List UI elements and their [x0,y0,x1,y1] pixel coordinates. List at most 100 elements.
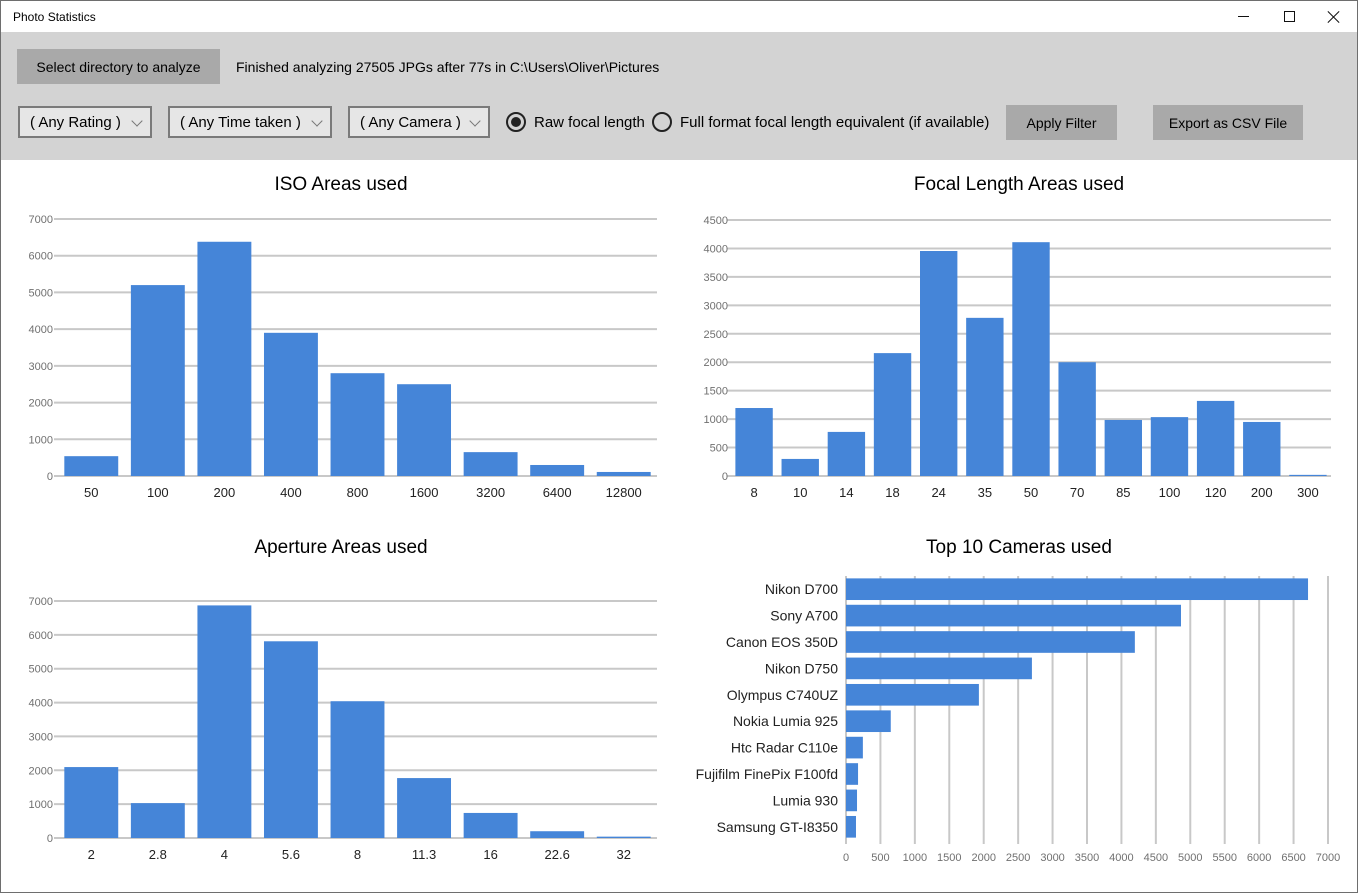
bar [920,251,958,476]
x-tick-label: 120 [1205,485,1227,500]
x-tick-label: 3000 [1040,852,1064,864]
y-tick-label: 3000 [29,731,53,743]
x-tick-label: 5000 [1178,852,1202,864]
y-tick-label: 6000 [29,251,53,263]
minimize-button[interactable] [1220,1,1266,32]
camera-filter-dropdown[interactable]: ( Any Camera ) [348,106,490,138]
x-tick-label: 24 [931,485,945,500]
maximize-button[interactable] [1266,1,1312,32]
y-category-label: Nokia Lumia 925 [733,713,838,729]
y-tick-label: 1500 [704,386,728,398]
bar [846,815,856,838]
cameras-chart-panel: Top 10 Cameras used 0 500 1000 1500 2000 2500… [681,521,1357,892]
x-tick-label: 50 [1024,485,1038,500]
bar [130,285,185,476]
y-tick-label: 2000 [704,357,728,369]
x-tick-label: 6000 [1247,852,1271,864]
y-category-label: Nikon D700 [765,581,838,597]
toolbar: Select directory to analyze Finished ana… [1,32,1357,160]
rating-filter-value: ( Any Rating ) [30,113,121,131]
y-tick-label: 500 [710,443,728,455]
radio-raw-focal-length[interactable]: Raw focal length [506,111,645,133]
bar [846,657,1032,680]
bar [130,803,185,838]
x-tick-label: 100 [147,485,169,500]
x-tick-label: 2000 [971,852,995,864]
radio-full-label: Full format focal length equivalent (if … [680,113,990,131]
x-tick-label: 85 [1116,485,1130,500]
y-tick-label: 4500 [704,215,728,227]
x-tick-label: 300 [1297,485,1319,500]
y-tick-label: 2000 [29,765,53,777]
select-directory-button[interactable]: Select directory to analyze [17,49,220,84]
x-tick-label: 32 [616,847,630,862]
radio-unchecked-icon [652,112,672,132]
x-tick-label: 35 [978,485,992,500]
export-csv-button[interactable]: Export as CSV File [1153,105,1303,140]
bar [197,241,252,476]
close-button[interactable] [1311,1,1357,32]
x-tick-label: 6400 [543,485,572,500]
x-tick-label: 2500 [1006,852,1030,864]
bar [827,431,866,476]
bar [596,836,651,838]
chevron-down-icon [469,115,481,127]
aperture-chart: 0 1000 2000 3000 4000 5000 6000 7000 2 2.8 4 5.6 8 11… [29,596,657,862]
bar [846,710,891,733]
y-category-label: Canon EOS 350D [726,634,838,650]
x-tick-label: 3200 [476,485,505,500]
y-tick-label: 4000 [29,698,53,710]
focal-chart-panel: Focal Length Areas used 0 500 1000 1500 2000… [681,161,1357,521]
y-tick-label: 3000 [29,361,53,373]
close-icon [1328,11,1340,23]
rating-filter-dropdown[interactable]: ( Any Rating ) [18,106,152,138]
window-title: Photo Statistics [13,10,96,24]
bar [1243,421,1281,476]
bar [846,631,1135,653]
minimize-icon [1237,16,1249,17]
y-category-label: Lumia 930 [773,792,839,808]
aperture-chart-panel: Aperture Areas used 0 1000 2000 3000 4000 500… [1,521,681,892]
bar [330,373,385,476]
x-tick-label: 1600 [410,485,439,500]
y-category-label: Fujifilm FinePix F100fd [696,766,838,782]
bar [463,812,518,838]
y-tick-label: 0 [722,471,728,483]
bar [64,456,119,476]
title-bar: Photo Statistics [1,1,1357,32]
time-filter-dropdown[interactable]: ( Any Time taken ) [168,106,332,138]
y-category-label: Nikon D750 [765,660,838,676]
iso-chart: 0 1000 2000 3000 4000 5000 6000 7000 50 100 200 400… [29,214,657,500]
bar [873,353,912,476]
x-tick-label: 0 [843,852,849,864]
y-tick-label: 2000 [29,398,53,410]
cameras-chart-title: Top 10 Cameras used [926,537,1112,558]
x-tick-label: 200 [214,485,236,500]
x-tick-label: 5.6 [282,847,300,862]
bar [64,767,119,838]
x-tick-label: 400 [280,485,302,500]
bar [1058,362,1096,476]
bar [263,332,318,476]
radio-full-format-focal-length[interactable]: Full format focal length equivalent (if … [652,111,989,133]
y-tick-label: 0 [47,833,53,845]
bar [530,831,585,838]
radio-raw-label: Raw focal length [534,113,645,131]
radio-checked-icon [506,112,526,132]
y-tick-label: 7000 [29,214,53,226]
x-tick-label: 8 [750,485,757,500]
bar [1012,242,1050,476]
y-tick-label: 1000 [704,414,728,426]
bar [1150,417,1189,476]
x-tick-label: 2 [88,847,95,862]
y-tick-label: 0 [47,471,53,483]
aperture-chart-title: Aperture Areas used [254,537,428,558]
y-tick-label: 5000 [29,287,53,299]
y-tick-label: 3500 [704,272,728,284]
apply-filter-button[interactable]: Apply Filter [1006,105,1117,140]
bar [330,701,385,838]
x-tick-label: 1000 [903,852,927,864]
y-category-label: Sony A700 [770,608,838,624]
y-tick-label: 7000 [29,596,53,608]
